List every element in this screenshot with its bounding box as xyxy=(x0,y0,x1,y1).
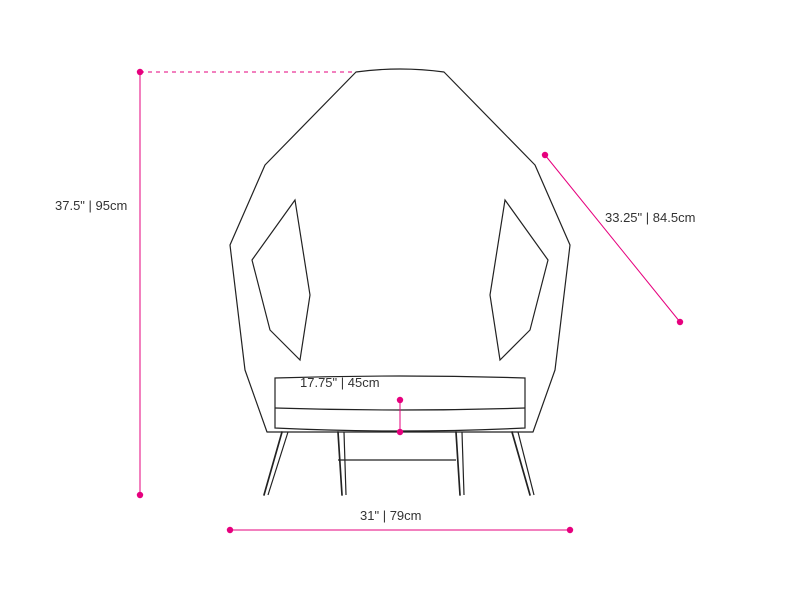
width-label: 31" | 79cm xyxy=(360,508,421,523)
dim-line-diagonal xyxy=(545,155,680,322)
chair-arm-right xyxy=(490,200,548,360)
diagonal-label: 33.25" | 84.5cm xyxy=(605,210,695,225)
seat-depth-label: 17.75" | 45cm xyxy=(300,375,380,390)
chair-arm-left xyxy=(252,200,310,360)
height-label: 37.5" | 95cm xyxy=(55,198,127,213)
